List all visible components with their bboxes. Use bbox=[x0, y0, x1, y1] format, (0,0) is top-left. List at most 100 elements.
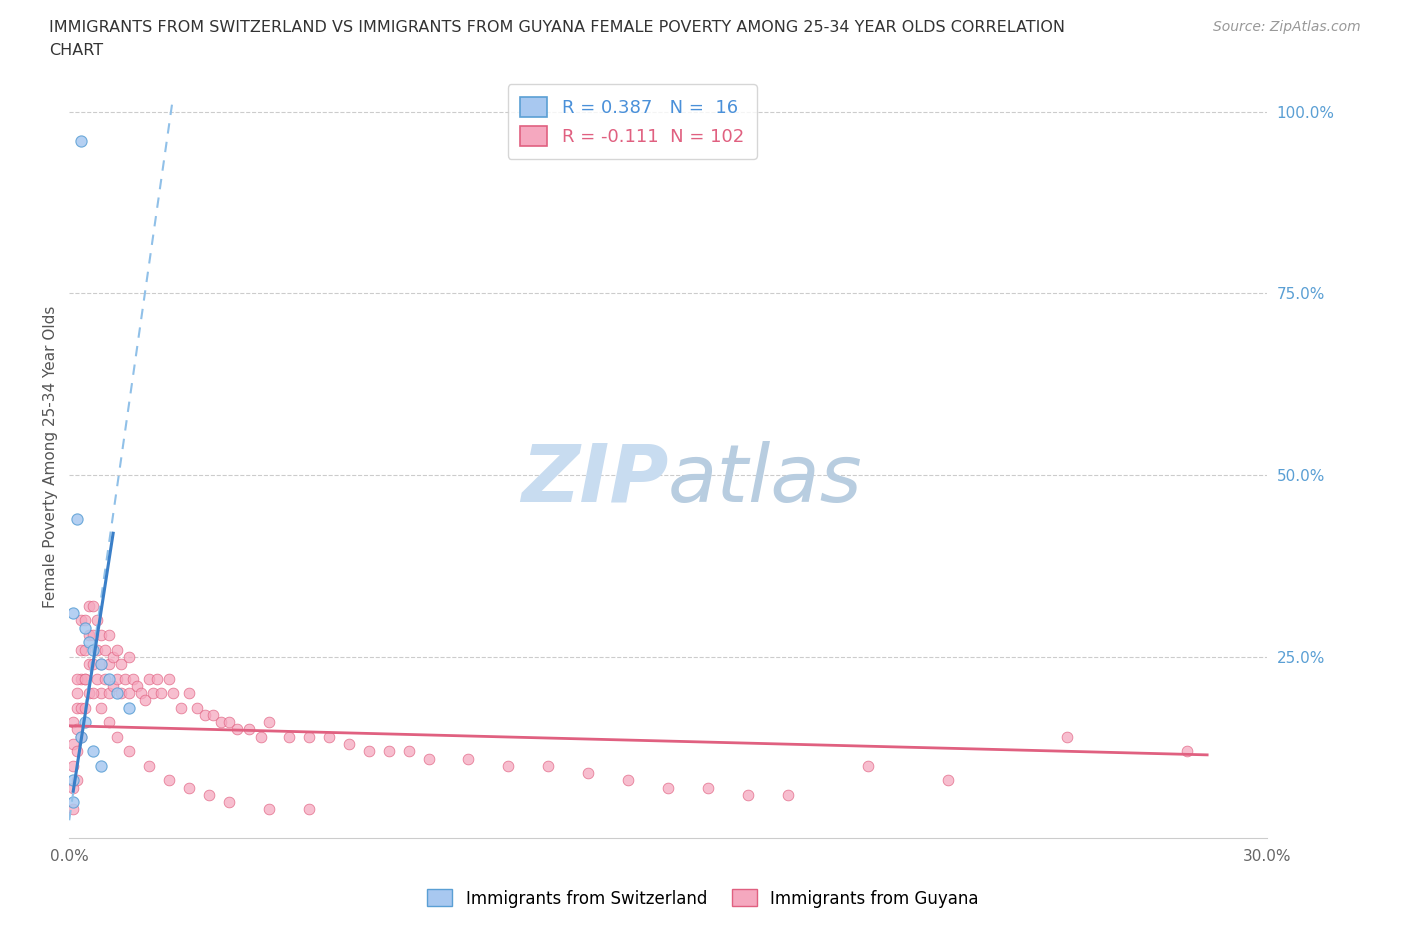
Point bbox=[82, 657, 104, 671]
Point bbox=[118, 685, 141, 700]
Point bbox=[66, 773, 89, 788]
Point bbox=[218, 715, 240, 730]
Point bbox=[70, 133, 93, 148]
Point bbox=[70, 729, 93, 744]
Point bbox=[82, 685, 104, 700]
Point bbox=[90, 700, 112, 715]
Point bbox=[298, 729, 321, 744]
Legend: R = 0.387   N =  16, R = -0.111  N = 102: R = 0.387 N = 16, R = -0.111 N = 102 bbox=[508, 85, 756, 158]
Point bbox=[238, 722, 260, 737]
Point bbox=[62, 605, 84, 620]
Point bbox=[418, 751, 440, 766]
Point bbox=[277, 729, 299, 744]
Point bbox=[98, 685, 121, 700]
Text: ZIP: ZIP bbox=[520, 441, 668, 519]
Point bbox=[105, 671, 128, 686]
Point bbox=[70, 700, 93, 715]
Point bbox=[138, 671, 160, 686]
Point bbox=[318, 729, 340, 744]
Point bbox=[1175, 744, 1198, 759]
Point bbox=[90, 657, 112, 671]
Point bbox=[66, 744, 89, 759]
Point bbox=[105, 642, 128, 657]
Point bbox=[98, 657, 121, 671]
Point bbox=[90, 758, 112, 773]
Point bbox=[82, 628, 104, 643]
Text: CHART: CHART bbox=[49, 43, 103, 58]
Point bbox=[62, 794, 84, 809]
Point bbox=[201, 708, 224, 723]
Point bbox=[75, 613, 97, 628]
Point bbox=[98, 715, 121, 730]
Text: IMMIGRANTS FROM SWITZERLAND VS IMMIGRANTS FROM GUYANA FEMALE POVERTY AMONG 25-34: IMMIGRANTS FROM SWITZERLAND VS IMMIGRANT… bbox=[49, 20, 1066, 35]
Point bbox=[856, 758, 879, 773]
Point bbox=[86, 642, 108, 657]
Point bbox=[118, 649, 141, 664]
Point bbox=[936, 773, 959, 788]
Point bbox=[194, 708, 217, 723]
Point bbox=[70, 671, 93, 686]
Point bbox=[66, 700, 89, 715]
Point bbox=[77, 628, 100, 643]
Point bbox=[66, 512, 89, 526]
Point bbox=[157, 773, 180, 788]
Point bbox=[94, 671, 117, 686]
Point bbox=[77, 685, 100, 700]
Point bbox=[101, 649, 124, 664]
Point bbox=[75, 620, 97, 635]
Point bbox=[298, 802, 321, 817]
Point bbox=[62, 780, 84, 795]
Point bbox=[337, 737, 360, 751]
Point bbox=[98, 671, 121, 686]
Point bbox=[150, 685, 173, 700]
Point bbox=[75, 715, 97, 730]
Point bbox=[226, 722, 249, 737]
Point bbox=[127, 678, 149, 693]
Point bbox=[70, 613, 93, 628]
Point bbox=[101, 678, 124, 693]
Point bbox=[90, 628, 112, 643]
Point bbox=[457, 751, 479, 766]
Point bbox=[62, 773, 84, 788]
Point bbox=[177, 780, 200, 795]
Point bbox=[82, 599, 104, 614]
Point bbox=[209, 715, 232, 730]
Point bbox=[138, 758, 160, 773]
Point bbox=[162, 685, 184, 700]
Point bbox=[66, 685, 89, 700]
Point bbox=[66, 671, 89, 686]
Point bbox=[118, 700, 141, 715]
Point bbox=[177, 685, 200, 700]
Point bbox=[98, 628, 121, 643]
Point bbox=[377, 744, 399, 759]
Point bbox=[697, 780, 720, 795]
Point bbox=[257, 715, 280, 730]
Y-axis label: Female Poverty Among 25-34 Year Olds: Female Poverty Among 25-34 Year Olds bbox=[44, 306, 58, 608]
Point bbox=[77, 657, 100, 671]
Point bbox=[86, 671, 108, 686]
Point bbox=[75, 671, 97, 686]
Point bbox=[94, 642, 117, 657]
Point bbox=[498, 758, 520, 773]
Point bbox=[82, 642, 104, 657]
Point bbox=[357, 744, 380, 759]
Point bbox=[90, 685, 112, 700]
Point bbox=[110, 685, 132, 700]
Point bbox=[129, 685, 152, 700]
Point bbox=[142, 685, 165, 700]
Point bbox=[90, 657, 112, 671]
Point bbox=[198, 788, 221, 803]
Point bbox=[66, 722, 89, 737]
Point bbox=[576, 765, 599, 780]
Point bbox=[86, 613, 108, 628]
Text: Source: ZipAtlas.com: Source: ZipAtlas.com bbox=[1213, 20, 1361, 34]
Point bbox=[62, 737, 84, 751]
Point bbox=[70, 642, 93, 657]
Text: atlas: atlas bbox=[668, 441, 863, 519]
Point bbox=[617, 773, 640, 788]
Point bbox=[114, 671, 136, 686]
Legend: Immigrants from Switzerland, Immigrants from Guyana: Immigrants from Switzerland, Immigrants … bbox=[420, 883, 986, 914]
Point bbox=[77, 599, 100, 614]
Point bbox=[122, 671, 145, 686]
Point bbox=[70, 729, 93, 744]
